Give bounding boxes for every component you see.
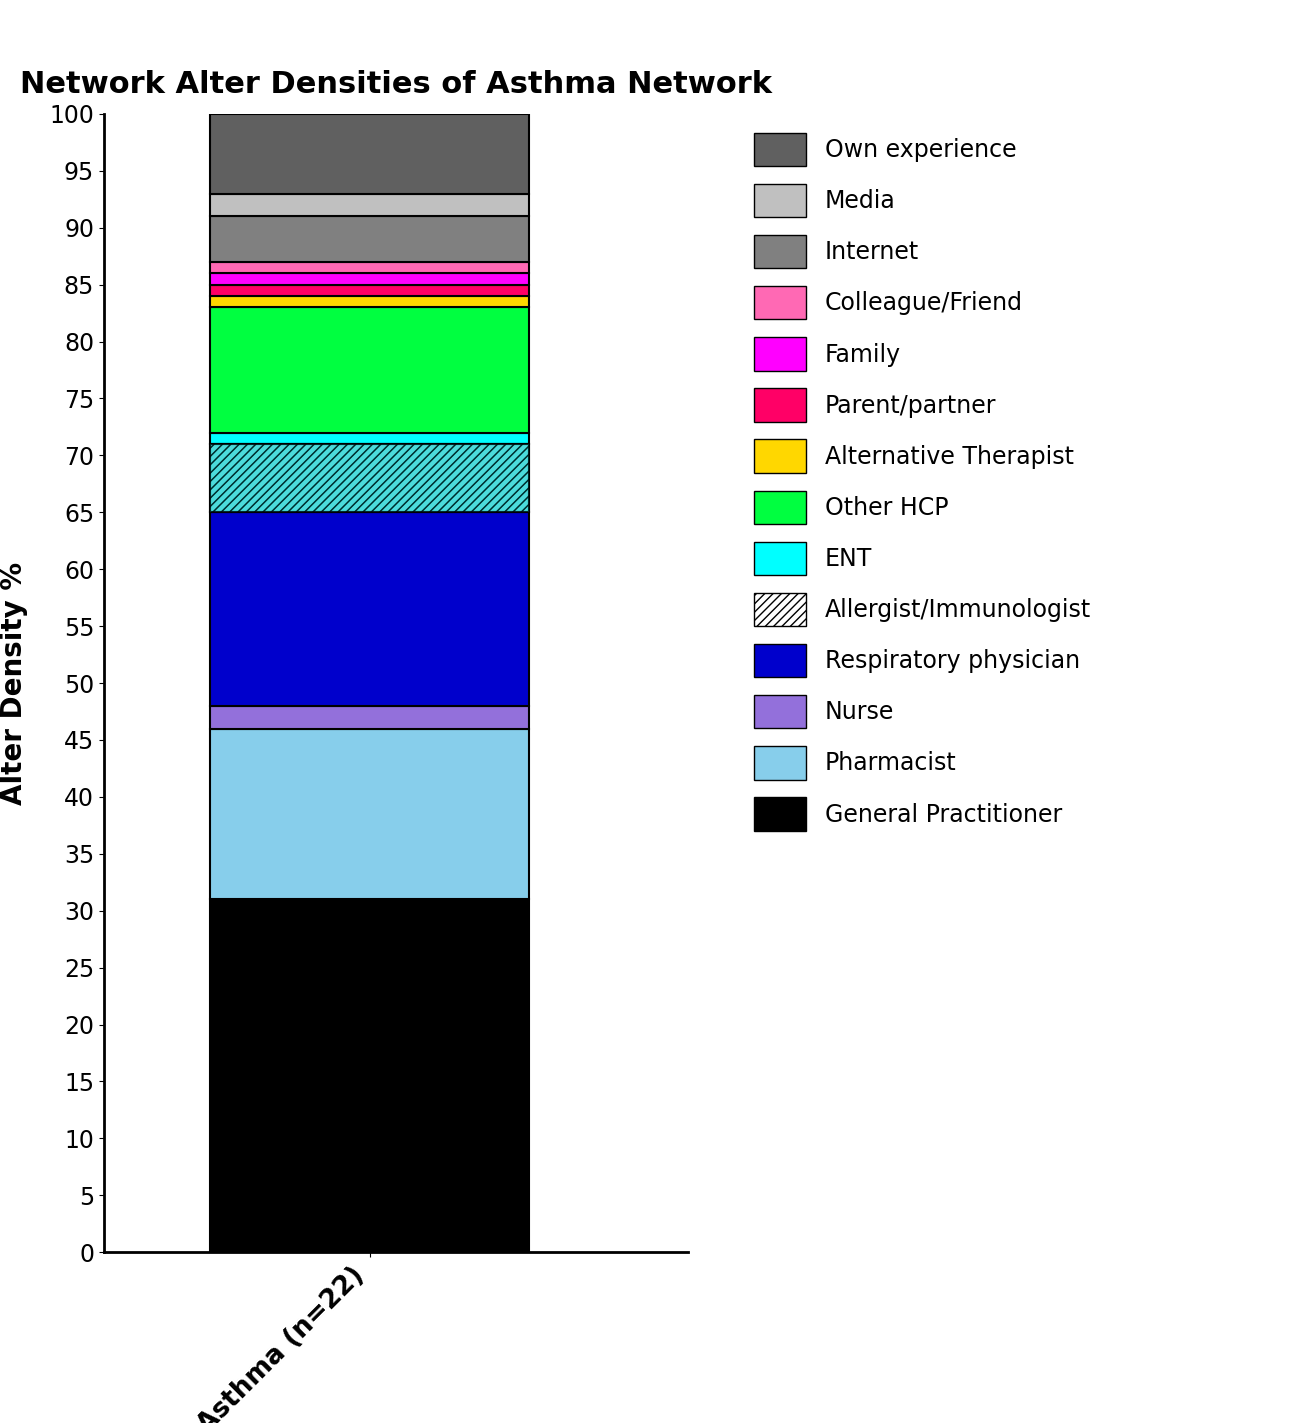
Bar bbox=[210, 296, 529, 307]
Bar bbox=[210, 273, 529, 285]
Bar bbox=[210, 444, 529, 512]
Bar bbox=[210, 114, 529, 194]
Bar bbox=[210, 262, 529, 273]
Bar bbox=[210, 216, 529, 262]
Bar bbox=[210, 899, 529, 1252]
Bar bbox=[210, 307, 529, 433]
Legend: Own experience, Media, Internet, Colleague/Friend, Family, Parent/partner, Alter: Own experience, Media, Internet, Colleag… bbox=[735, 114, 1111, 850]
Bar bbox=[210, 729, 529, 899]
Bar bbox=[210, 706, 529, 729]
Bar bbox=[210, 433, 529, 444]
Bar bbox=[210, 285, 529, 296]
Bar bbox=[210, 444, 529, 512]
Bar bbox=[210, 194, 529, 216]
Y-axis label: Alter Density %: Alter Density % bbox=[0, 562, 29, 804]
Bar bbox=[210, 512, 529, 706]
Title: Network Alter Densities of Asthma Network: Network Alter Densities of Asthma Networ… bbox=[21, 70, 772, 100]
